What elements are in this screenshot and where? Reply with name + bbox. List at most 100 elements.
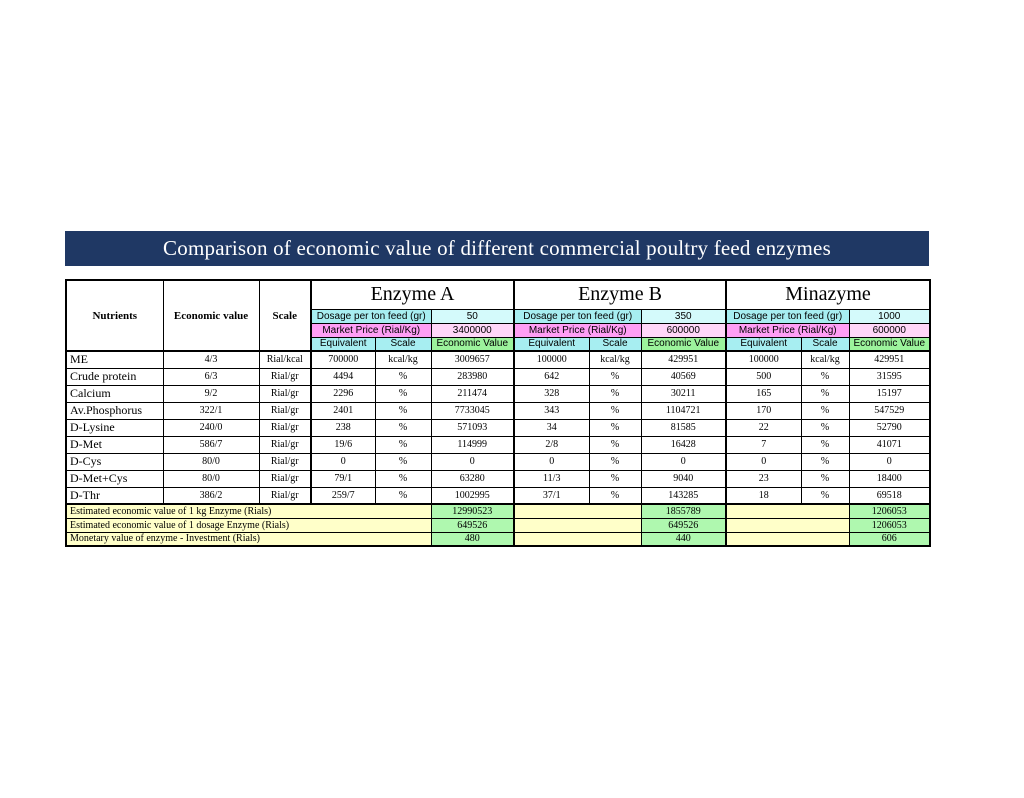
scale-unit-cell: %: [800, 486, 850, 505]
scale-subheader: Scale: [588, 336, 642, 352]
scale-unit-cell: %: [588, 435, 642, 454]
nutrient-row: D-Met+Cys 80/0 Rial/gr 79/1% 63280 11/3% 9040 2…: [65, 469, 931, 488]
economic-value-result-cell: 1104721: [640, 401, 727, 420]
summary-value-cell: 649526: [640, 517, 727, 533]
scale-unit-cell: %: [588, 418, 642, 437]
economic-value-cell: 4/3: [162, 350, 260, 369]
economic-value-cell: 386/2: [162, 486, 260, 505]
economic-value-cell: 240/0: [162, 418, 260, 437]
economic-value-result-cell: 0: [848, 452, 931, 471]
scale-unit-cell: %: [800, 384, 850, 403]
economic-value-column-header: Economic value: [162, 279, 260, 352]
scale-unit-cell: %: [800, 469, 850, 488]
scale-unit-cell: %: [374, 384, 432, 403]
nutrients-column-header: Nutrients: [65, 279, 164, 352]
nutrient-name-cell: Crude protein: [65, 367, 164, 386]
dosage-value: 50: [430, 308, 515, 324]
summary-row: Estimated economic value of 1 dosage Enz…: [65, 517, 931, 533]
summary-label-cell: Estimated economic value of 1 kg Enzyme …: [65, 503, 432, 519]
market-price-label: Market Price (Rial/Kg): [513, 322, 642, 338]
scale-unit-cell: %: [800, 418, 850, 437]
summary-spacer: [513, 503, 642, 519]
scale-unit-cell: %: [374, 486, 432, 505]
equivalent-cell: 37/1: [513, 486, 590, 505]
market-price-label: Market Price (Rial/Kg): [310, 322, 432, 338]
equivalent-cell: 170: [725, 401, 802, 420]
scale-unit-cell: %: [800, 452, 850, 471]
economic-value-result-cell: 9040: [640, 469, 727, 488]
economic-value-result-cell: 15197: [848, 384, 931, 403]
economic-value-subheader: Economic Value: [430, 336, 515, 352]
scale-cell: Rial/gr: [258, 469, 312, 488]
group-name-enzyme-b: Enzyme B: [513, 279, 727, 310]
equivalent-cell: 19/6: [310, 435, 376, 454]
economic-value-subheader: Economic Value: [640, 336, 727, 352]
scale-cell: Rial/gr: [258, 418, 312, 437]
economic-value-cell: 9/2: [162, 384, 260, 403]
scale-unit-cell: %: [588, 367, 642, 386]
scale-unit-cell: kcal/kg: [374, 350, 432, 369]
equivalent-cell: 0: [310, 452, 376, 471]
column-header-row: Equivalent Scale Economic Value Equivale…: [66, 336, 931, 352]
nutrient-name-cell: D-Met+Cys: [65, 469, 164, 488]
economic-value-result-cell: 0: [640, 452, 727, 471]
market-price-row: Market Price (Rial/Kg) 3400000 Market Pr…: [66, 322, 931, 338]
equivalent-cell: 100000: [513, 350, 590, 369]
equivalent-cell: 2296: [310, 384, 376, 403]
summary-rows: Estimated economic value of 1 kg Enzyme …: [65, 503, 931, 547]
equivalent-cell: 2401: [310, 401, 376, 420]
equivalent-cell: 259/7: [310, 486, 376, 505]
economic-value-result-cell: 7733045: [430, 401, 515, 420]
economic-value-result-cell: 143285: [640, 486, 727, 505]
nutrient-name-cell: ME: [65, 350, 164, 369]
scale-cell: Rial/gr: [258, 401, 312, 420]
equivalent-cell: 11/3: [513, 469, 590, 488]
scale-unit-cell: %: [800, 435, 850, 454]
equivalent-cell: 642: [513, 367, 590, 386]
summary-row: Monetary value of enzyme - Investment (R…: [65, 531, 931, 547]
dosage-label: Dosage per ton feed (gr): [725, 308, 850, 324]
equivalent-cell: 23: [725, 469, 802, 488]
equivalent-header: Equivalent: [725, 336, 802, 352]
nutrient-row: Calcium 9/2 Rial/gr 2296% 211474 328% 30211 165…: [65, 384, 931, 403]
nutrient-name-cell: D-Met: [65, 435, 164, 454]
summary-label-cell: Estimated economic value of 1 dosage Enz…: [65, 517, 432, 533]
scale-subheader: Scale: [800, 336, 850, 352]
scale-unit-cell: %: [374, 418, 432, 437]
scale-unit-cell: %: [374, 469, 432, 488]
summary-value-cell: 1855789: [640, 503, 727, 519]
equivalent-cell: 165: [725, 384, 802, 403]
equivalent-cell: 238: [310, 418, 376, 437]
summary-value-cell: 480: [430, 531, 515, 547]
economic-value-subheader: Economic Value: [848, 336, 931, 352]
market-price-value: 3400000: [430, 322, 515, 338]
economic-value-cell: 6/3: [162, 367, 260, 386]
equivalent-cell: 0: [513, 452, 590, 471]
nutrient-name-cell: Calcium: [65, 384, 164, 403]
nutrient-row: D-Cys 80/0 Rial/gr 0% 0 0% 0 0% 0: [65, 452, 931, 471]
equivalent-header: Equivalent: [513, 336, 590, 352]
nutrient-row: Crude protein 6/3 Rial/gr 4494% 283980 642% 40…: [65, 367, 931, 386]
economic-value-result-cell: 31595: [848, 367, 931, 386]
nutrient-row: D-Met 586/7 Rial/gr 19/6% 114999 2/8% 16428 7% 4…: [65, 435, 931, 454]
nutrient-row: D-Lysine 240/0 Rial/gr 238% 571093 34% 81585 22…: [65, 418, 931, 437]
table-header: Nutrients Economic value Scale Enzyme A …: [65, 279, 931, 352]
market-price-value: 600000: [640, 322, 727, 338]
summary-spacer: [513, 531, 642, 547]
scale-cell: Rial/gr: [258, 384, 312, 403]
economic-value-cell: 322/1: [162, 401, 260, 420]
scale-unit-cell: %: [588, 486, 642, 505]
equivalent-cell: 100000: [725, 350, 802, 369]
scale-unit-cell: %: [374, 401, 432, 420]
group-name-row: Nutrients Economic value Scale Enzyme A …: [65, 279, 931, 352]
equivalent-cell: 7: [725, 435, 802, 454]
economic-value-result-cell: 3009657: [430, 350, 515, 369]
scale-unit-cell: %: [800, 367, 850, 386]
equivalent-cell: 328: [513, 384, 590, 403]
equivalent-cell: 79/1: [310, 469, 376, 488]
market-price-value: 600000: [848, 322, 931, 338]
economic-value-cell: 586/7: [162, 435, 260, 454]
summary-row: Estimated economic value of 1 kg Enzyme …: [65, 503, 931, 519]
dosage-value: 1000: [848, 308, 931, 324]
